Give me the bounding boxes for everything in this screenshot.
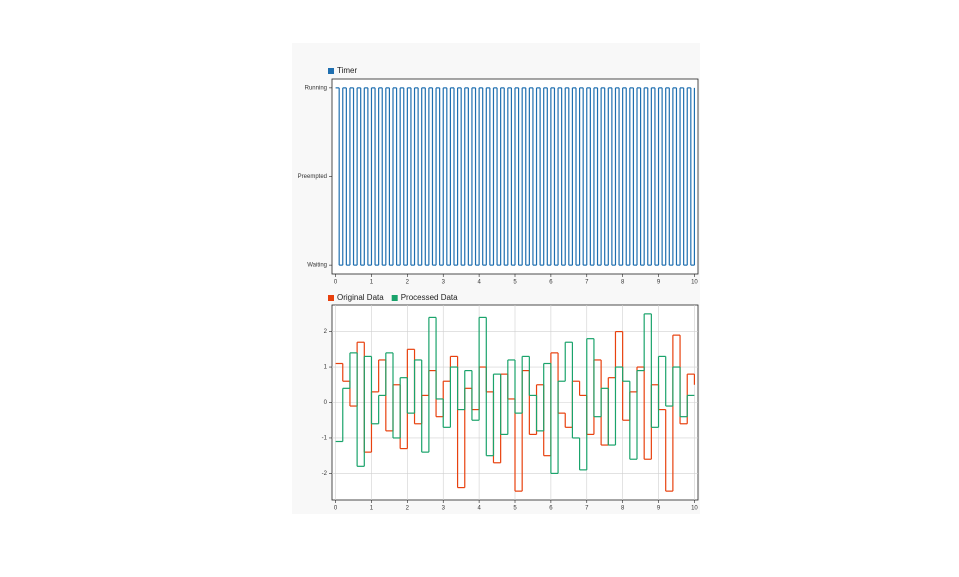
x-tick-label: 5 bbox=[513, 280, 517, 286]
x-tick-label: 4 bbox=[477, 280, 481, 286]
x-tick-label: 3 bbox=[442, 280, 446, 286]
x-tick-label: 8 bbox=[621, 506, 625, 512]
x-tick-label: 0 bbox=[334, 506, 338, 512]
x-tick-label: 5 bbox=[513, 506, 517, 512]
x-tick-label: 9 bbox=[657, 280, 661, 286]
legend: Original Data Processed Data bbox=[328, 293, 458, 302]
legend-swatch bbox=[391, 295, 398, 301]
legend-label: Timer bbox=[337, 66, 357, 75]
legend-label: Original Data bbox=[337, 293, 384, 302]
y-tick-label: Waiting bbox=[307, 263, 327, 269]
x-tick-label: 3 bbox=[442, 506, 446, 512]
legend-swatch bbox=[328, 295, 334, 301]
series bbox=[335, 313, 695, 475]
y-tick-label: 1 bbox=[324, 365, 328, 371]
legend-label: Processed Data bbox=[401, 293, 458, 302]
y-tick-label: 0 bbox=[324, 400, 328, 406]
x-tick-label: 2 bbox=[406, 506, 410, 512]
y-tick-label: -2 bbox=[322, 471, 328, 477]
x-tick-label: 10 bbox=[691, 280, 698, 286]
x-tick-label: 8 bbox=[621, 280, 625, 286]
x-tick-label: 2 bbox=[406, 280, 410, 286]
y-tick-label: Preempted bbox=[298, 174, 327, 180]
x-tick-label: 9 bbox=[657, 506, 661, 512]
series bbox=[335, 87, 696, 266]
legend-swatch bbox=[328, 68, 334, 74]
legend: Timer bbox=[328, 66, 357, 75]
x-tick-label: 6 bbox=[549, 280, 553, 286]
y-tick-label: Running bbox=[305, 85, 327, 91]
x-tick-label: 7 bbox=[585, 280, 589, 286]
x-tick-label: 4 bbox=[477, 506, 481, 512]
x-tick-label: 6 bbox=[549, 506, 553, 512]
x-tick-label: 7 bbox=[585, 506, 589, 512]
x-tick-label: 10 bbox=[691, 506, 698, 512]
x-tick-label: 0 bbox=[334, 280, 338, 286]
y-tick-label: -1 bbox=[322, 436, 328, 442]
x-tick-label: 1 bbox=[370, 280, 374, 286]
x-tick-label: 1 bbox=[370, 506, 374, 512]
y-tick-label: 2 bbox=[324, 329, 328, 335]
